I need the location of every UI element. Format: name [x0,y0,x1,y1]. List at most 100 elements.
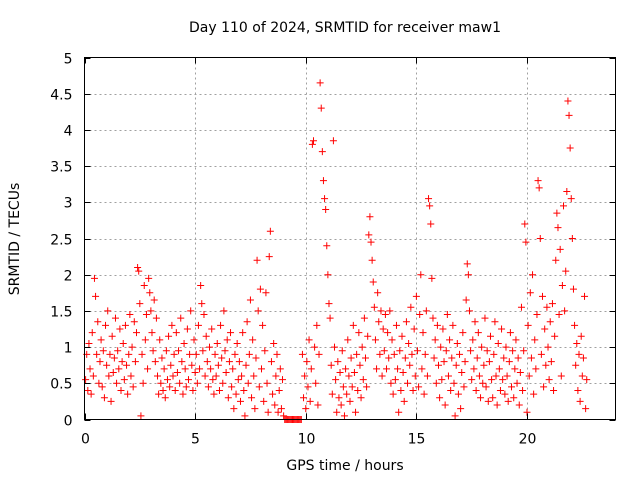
data-point [236,397,244,405]
data-point [464,271,472,279]
data-point [541,325,549,333]
data-point [499,376,507,384]
data-point [420,390,428,398]
plot-frame [84,57,616,420]
data-point [485,358,493,366]
data-point [361,354,369,362]
data-point [157,379,165,387]
data-point [343,390,351,398]
data-point [577,332,585,340]
data-point [381,311,389,319]
data-point [230,405,238,413]
data-point [525,372,533,380]
data-point [557,372,565,380]
data-point [422,307,430,315]
data-point [416,311,424,319]
data-point [139,379,147,387]
data-point [544,343,552,351]
data-point [340,412,348,420]
data-point [209,376,217,384]
data-point [470,365,478,373]
chart-title: Day 110 of 2024, SRMTID for receiver maw… [189,20,501,36]
data-point [197,282,205,290]
data-point [93,350,101,358]
data-point [175,347,183,355]
data-point [558,282,566,290]
data-point [399,368,407,376]
data-point [378,372,386,380]
data-point [417,271,425,279]
data-point [545,376,553,384]
data-point [224,394,232,402]
data-point [379,325,387,333]
x-tick-label: 5 [191,432,200,448]
data-point [177,314,185,322]
data-point [322,206,330,214]
data-point [137,412,145,420]
y-tick-label: 2.5 [50,233,72,249]
data-point [256,285,264,293]
data-point [273,350,281,358]
data-point [280,412,288,420]
data-point [490,350,498,358]
data-point [202,332,210,340]
data-point [367,238,375,246]
data-point [308,140,316,148]
data-point [509,347,517,355]
data-point [198,300,206,308]
data-point [338,347,346,355]
data-point [303,358,311,366]
data-point [85,339,93,347]
data-point [335,394,343,402]
data-point [534,177,542,185]
data-point [234,376,242,384]
data-point [449,321,457,329]
data-point [306,397,314,405]
data-point [244,379,252,387]
data-point [498,325,506,333]
data-point [255,383,263,391]
data-point [469,336,477,344]
data-point [571,321,579,329]
data-point [461,358,469,366]
data-point [556,245,564,253]
data-point [298,350,306,358]
data-point [582,405,590,413]
data-point [233,339,241,347]
data-point [213,339,221,347]
data-point [90,274,98,282]
data-point [331,343,339,351]
data-point [465,307,473,315]
data-point [375,318,383,326]
data-point [277,405,285,413]
data-point [189,387,197,395]
data-point [480,361,488,369]
data-point [86,365,94,373]
data-point [312,379,320,387]
data-point [97,336,105,344]
data-point [235,358,243,366]
data-point [531,336,539,344]
data-point [358,343,366,351]
data-point [408,350,416,358]
data-point [543,303,551,311]
data-point [342,365,350,373]
data-point [460,383,468,391]
data-point [511,365,519,373]
data-point [344,336,352,344]
data-point [411,372,419,380]
data-point [103,361,111,369]
data-point [447,387,455,395]
data-point [334,358,342,366]
data-point [370,303,378,311]
data-point [537,350,545,358]
data-point [109,368,117,376]
data-point [319,177,327,185]
data-point [435,361,442,369]
data-point [442,347,450,355]
data-point [317,104,325,112]
data-point [572,361,580,369]
data-point [131,358,139,366]
data-point [176,379,184,387]
data-point [318,148,326,156]
